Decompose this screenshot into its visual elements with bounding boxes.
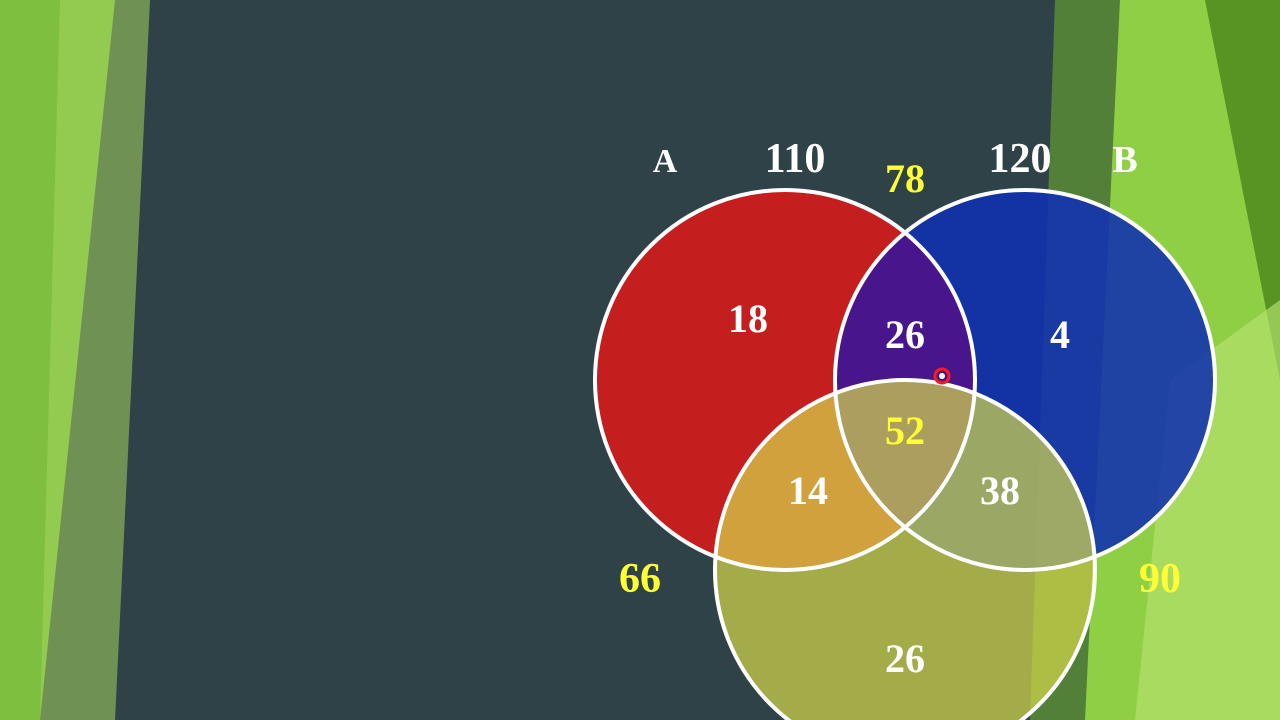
venn-value-onlyc: 26 xyxy=(885,636,925,681)
venn-value-bc: 38 xyxy=(980,468,1020,513)
venn-value-abc: 52 xyxy=(885,408,925,453)
venn-label-A-name: A xyxy=(653,143,678,180)
venn-svg: 18 4 26 26 14 38 52 A 110 78 120 B 66 90 xyxy=(0,0,1280,720)
venn-label-A-total: 110 xyxy=(765,136,826,182)
venn-label-B-total: 120 xyxy=(989,136,1052,182)
venn-label-BC-pair: 90 xyxy=(1139,556,1181,602)
venn-value-onlya: 18 xyxy=(728,296,768,341)
venn-label-AB-pair: 78 xyxy=(885,156,925,201)
venn-label-AC-pair: 66 xyxy=(619,556,661,602)
venn-value-ac: 14 xyxy=(788,468,828,513)
venn-diagram-slide: 18 4 26 26 14 38 52 A 110 78 120 B 66 90 xyxy=(0,0,1280,720)
venn-value-ab: 26 xyxy=(885,312,925,357)
venn-label-B-name: B xyxy=(1112,139,1137,181)
venn-value-onlyb: 4 xyxy=(1050,312,1070,357)
